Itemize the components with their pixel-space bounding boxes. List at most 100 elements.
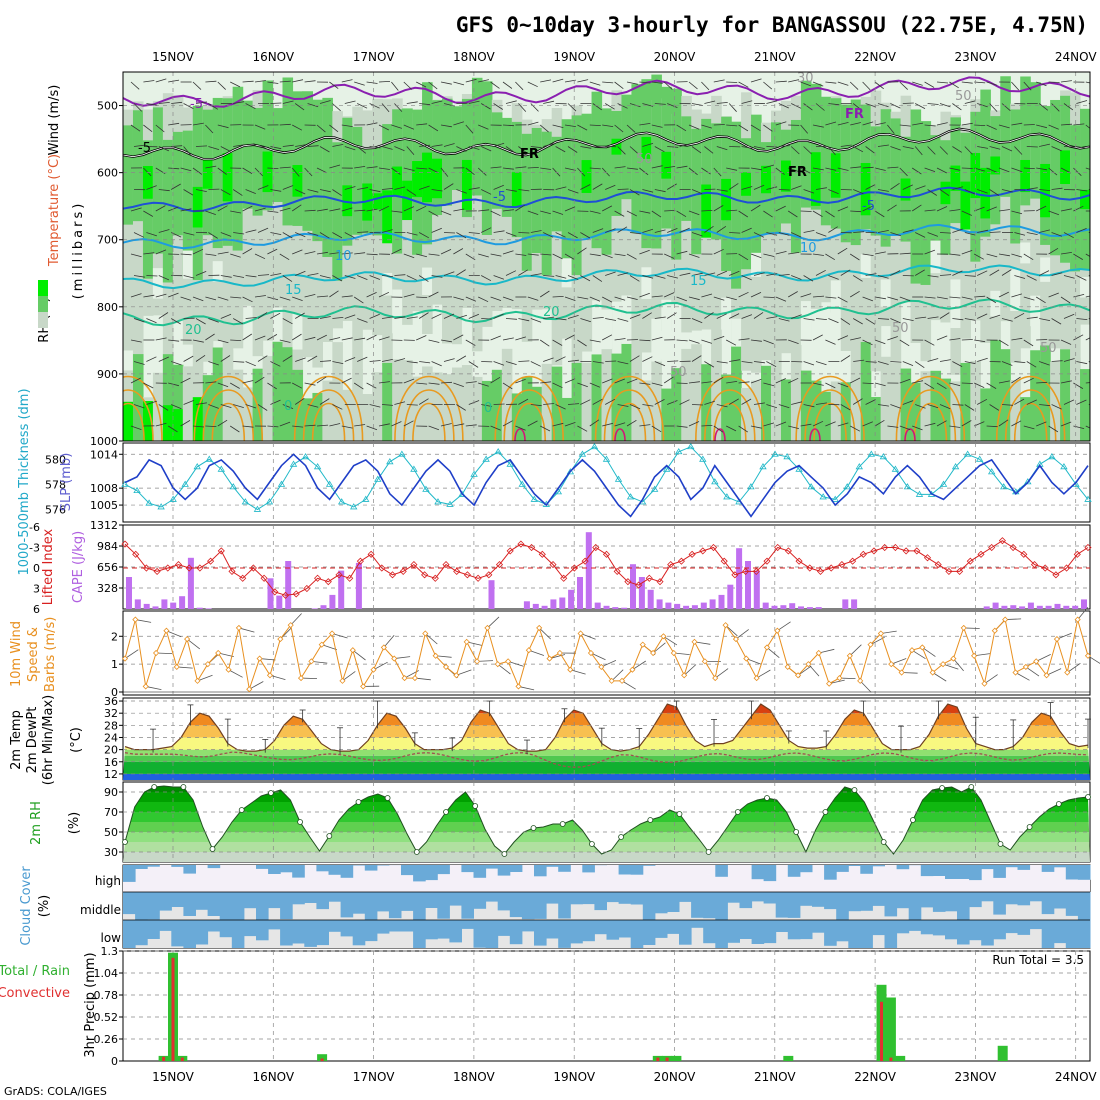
wind-barb: [580, 399, 591, 405]
wind-marker: [411, 675, 419, 682]
wind-barb: [704, 272, 716, 276]
wind-barb: [146, 400, 158, 405]
thickness-marker: [277, 480, 286, 487]
wind-barb: [478, 79, 489, 83]
wind-barb: [270, 232, 282, 235]
wind10-panel: 210 10m Wind Speed & Barbs (m/s): [9, 607, 1100, 699]
wind-barb: [416, 123, 428, 126]
wind-barb: [1023, 124, 1035, 126]
wind-barb: [456, 232, 467, 239]
wind-barb: [738, 210, 749, 218]
cape-bar: [550, 599, 557, 609]
cloud-bar: [376, 865, 390, 866]
cloud-bar: [594, 920, 607, 935]
wind-barb: [778, 103, 789, 109]
wind-barb: [977, 313, 988, 319]
wind-barb: [381, 275, 393, 277]
wind-barb: [679, 272, 691, 276]
wind-barb: [890, 318, 901, 324]
cloud-bar: [292, 920, 305, 944]
wind-barb: [406, 361, 418, 364]
wind-marker: [194, 677, 201, 684]
10m-barb: [766, 647, 780, 659]
wind-barb: [949, 338, 961, 341]
wind-barb: [902, 146, 914, 149]
wind-barb: [440, 249, 452, 255]
wind-barb: [307, 232, 319, 236]
cape-bar: [205, 608, 212, 609]
wind-marker: [360, 683, 367, 690]
wind-barb: [775, 296, 787, 302]
wind-marker: [587, 649, 595, 657]
wind-barb: [924, 124, 936, 127]
wind-barb: [294, 103, 305, 111]
wind-barb: [654, 146, 665, 153]
wind-barb: [440, 81, 452, 85]
wind-barb: [155, 205, 166, 212]
wind-barb: [592, 361, 604, 364]
wind-barb: [874, 167, 886, 171]
wind-barb: [837, 122, 849, 126]
wind-barb: [282, 144, 294, 147]
li-marker: [1041, 564, 1049, 572]
wind-barb: [257, 227, 269, 233]
wind-barb: [902, 184, 913, 190]
wind-barb: [915, 232, 926, 238]
cloud-bar: [340, 865, 354, 878]
cape-bar: [143, 603, 150, 609]
wind-barb: [849, 81, 859, 90]
rh-marker: [326, 833, 333, 839]
li-marker: [1073, 550, 1081, 558]
wind-barb: [552, 78, 564, 83]
wind-barb: [133, 275, 145, 278]
cape-bar: [1081, 599, 1087, 609]
wind-barb: [428, 210, 439, 217]
cloud-bar: [231, 920, 245, 948]
wind-barb: [419, 185, 430, 190]
li-marker: [303, 584, 311, 593]
thickness-marker: [121, 480, 129, 487]
wind-barb: [295, 357, 306, 362]
wind-marker: [681, 672, 688, 679]
wind-barb: [688, 381, 700, 384]
10m-barb: [1077, 607, 1089, 620]
wind-barb: [1073, 294, 1085, 298]
wind-barb: [716, 189, 728, 192]
wind-barb: [840, 318, 851, 325]
wind-barb: [704, 400, 716, 405]
wind-barb: [775, 378, 786, 384]
wind-barb: [354, 424, 366, 427]
10m-barb: [166, 630, 182, 638]
wind-barb: [381, 146, 393, 150]
wind-barb: [788, 79, 799, 83]
wind-barb: [418, 398, 429, 405]
wind-barb: [667, 103, 678, 108]
wind-barb: [1085, 167, 1090, 170]
cloud-bar: [582, 865, 595, 873]
lifted-index-label: Lifted Index: [41, 528, 56, 605]
wind-barb: [564, 253, 575, 260]
wind-barb: [502, 382, 513, 390]
cloud-bar: [715, 892, 728, 920]
wind-marker: [432, 652, 439, 659]
wind-barb: [394, 316, 406, 319]
wind-barb: [936, 122, 948, 126]
thickness-marker: [217, 465, 226, 472]
wind-barb: [825, 339, 836, 345]
cloud-bar: [945, 865, 958, 879]
wind-barb: [924, 81, 935, 88]
cloud-bar: [896, 892, 910, 909]
wind-barb: [741, 146, 753, 149]
wind-barb: [800, 293, 812, 298]
wind-barb: [815, 269, 826, 276]
wind-barb: [168, 167, 180, 170]
isotherm-label: 15: [690, 274, 707, 289]
wind-barb: [887, 204, 897, 212]
warm-isotherm: [995, 375, 1066, 441]
wind-barb: [1014, 232, 1026, 236]
wind-barb: [837, 422, 849, 427]
cloud-bar: [401, 920, 414, 932]
cape-bar: [630, 564, 636, 609]
wind-barb: [952, 103, 962, 111]
wind-barb: [344, 232, 355, 239]
